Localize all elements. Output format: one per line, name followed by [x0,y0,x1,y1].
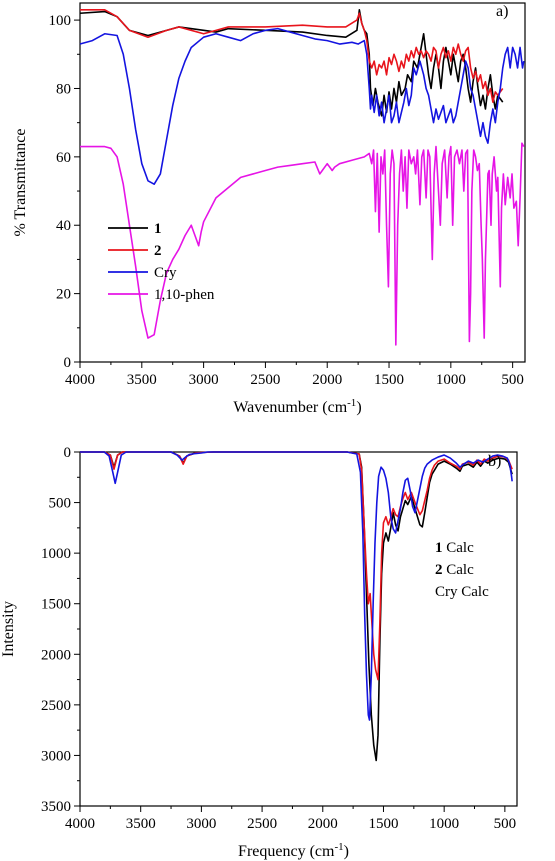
panel-b-legend-name-0: 1 [435,540,443,556]
panel-a-series-line-0 [79,9,504,117]
panel-a-series-line-3 [80,142,525,346]
panel-b-x-axis-title: Frequency (cm-1) [238,841,349,860]
panel-a-series-line-1 [80,9,504,103]
panel-b-x-axis-title-end: ) [344,843,349,860]
panel-b-x-tick-label: 2000 [308,816,338,832]
panel-b-x-tick-label: 3000 [186,816,216,832]
panel-b-series-line-0 [80,451,513,762]
panel-b-y-tick-label: 2000 [41,647,71,663]
panel-a-x-tick-label: 3500 [127,372,157,388]
panel-a-x-axis-title: Wavenumber (cm-1) [233,397,361,416]
panel-b-series-line-2 [80,451,513,721]
panel-b-legend-label-0: 1 Calc [435,540,474,556]
panel-a-legend: 1 2 Cry 1,10-phen [108,221,215,303]
panel-a-x-axis-title-main: Wavenumber (cm [233,399,347,416]
panel-a-x-tick-label: 1500 [374,372,404,388]
panel-a-chart: 4000 3500 3000 2500 2000 1500 1000 500 0 20 40 60 80… [12,2,526,416]
panel-b-x-tick-label: 500 [494,816,517,832]
panel-b-y-axis-title: Intensity [0,601,17,657]
panel-b-y-tick-label: 500 [49,496,72,512]
panel-b-y-tick-label: 2500 [41,698,71,714]
panel-a-x-axis-title-end: ) [356,399,361,416]
panel-a-y-tick-label: 60 [56,150,71,166]
panel-a-legend-name-0: 1 [154,221,162,237]
panel-a-y-tick-label: 100 [49,13,72,29]
panel-b-x-tick-label: 3500 [126,816,156,832]
panel-a-legend-label-2: Cry [154,265,177,281]
panel-b-legend-suffix-0: Calc [443,540,475,556]
panel-b-plot-frame [79,451,518,807]
panel-a-label: a) [496,3,508,20]
panel-b-legend-label-1: 2 Calc [435,562,474,578]
panel-a-x-tick-label: 2500 [250,372,280,388]
panel-a-legend-name-1: 2 [154,243,162,259]
panel-b-y-tick-label: 3500 [41,799,71,815]
panel-b-x-tick-label: 2500 [247,816,277,832]
panel-b-legend-suffix-2: Calc [458,584,490,600]
panel-b-y-tick-label: 1000 [41,546,71,562]
panel-b-label: b) [488,453,501,470]
panel-b-x-axis-title-sup: -1 [334,841,343,853]
panel-a-x-tick-label: 500 [501,372,524,388]
panel-a-series-group [79,9,525,346]
panel-b-legend-name-1: 2 [435,562,443,578]
panel-a-x-tick-label: 1000 [436,372,466,388]
panel-b-x-tick-label: 1500 [368,816,398,832]
panel-b-x-tick-label: 4000 [65,816,95,832]
panel-b-series-group [80,451,513,762]
panel-a-y-tick-label: 20 [56,287,71,303]
panel-a-legend-label-0: 1 [154,221,162,237]
panel-a-y-tick-label: 0 [64,355,72,371]
panel-b-legend-name-2: Cry [435,584,458,600]
panel-b-legend-label-2: Cry Calc [435,584,489,600]
panel-a-y-tick-label: 80 [56,81,71,97]
panel-a-x-tick-label: 3000 [189,372,219,388]
panel-b-y-tick-label: 0 [64,445,72,461]
panel-a-y-tick-label: 40 [56,218,71,234]
panel-b-legend-suffix-1: Calc [443,562,475,578]
panel-a-x-tick-label: 4000 [65,372,95,388]
panel-b-y-tick-label: 1500 [41,597,71,613]
panel-b-ticks: 4000 3500 3000 2500 2000 1500 1000 500050010001… [41,445,516,832]
panel-a-legend-label-1: 2 [154,243,162,259]
panel-a-x-axis-title-sup: -1 [347,397,356,409]
panel-a-series-line-2 [79,27,525,186]
panel-a-ticks: 4000 3500 3000 2500 2000 1500 1000 500 0 20 40 60 80… [49,13,524,388]
panel-b-chart: 4000 3500 3000 2500 2000 1500 1000 500050010001… [0,445,518,860]
panel-a-legend-name-2: Cry [154,265,177,281]
panel-a-plot-frame [79,2,526,363]
panel-b-y-tick-label: 3000 [41,748,71,764]
panel-a-legend-label-3: 1,10-phen [154,287,215,303]
panel-a-legend-name-3: 1,10-phen [154,287,215,303]
panel-a-y-axis-title: % Transmittance [12,129,29,237]
panel-b-x-tick-label: 1000 [429,816,459,832]
panel-a-x-tick-label: 2000 [312,372,342,388]
panel-b-x-axis-title-main: Frequency (cm [238,843,335,860]
